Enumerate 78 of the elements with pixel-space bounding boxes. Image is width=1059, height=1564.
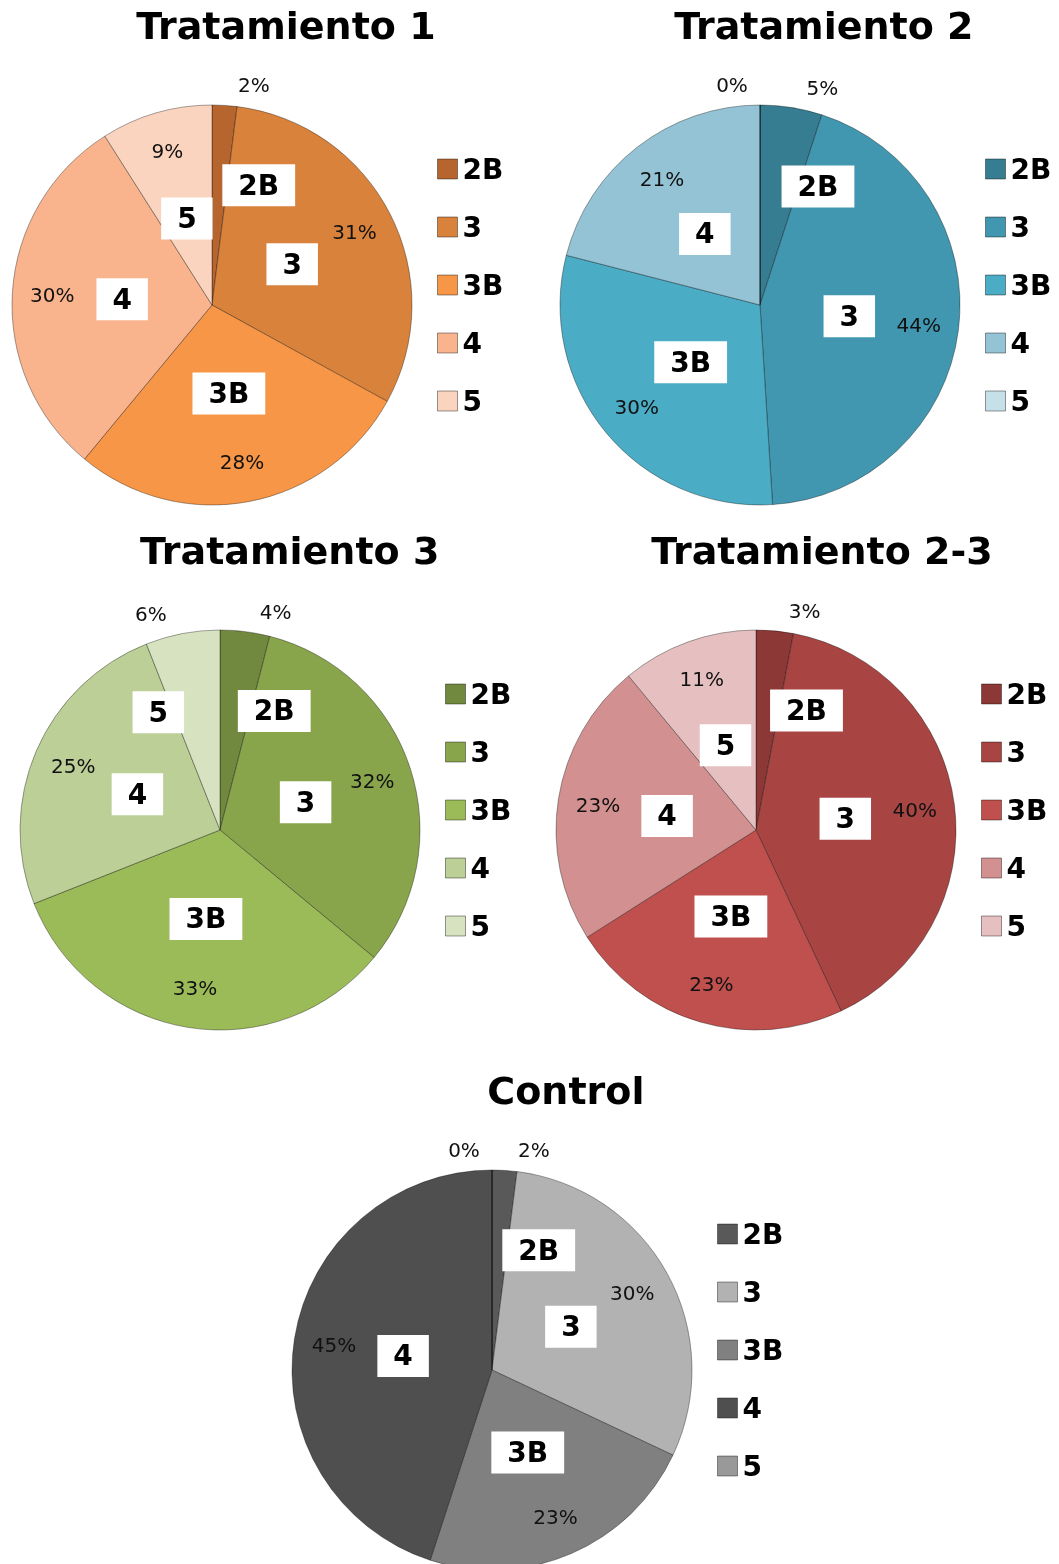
legend-label: 4 (742, 1391, 762, 1425)
data-label: 3% (788, 598, 821, 623)
category-label: 2B (238, 168, 280, 202)
slice-label: 3B (185, 902, 227, 936)
data-label: 30% (30, 282, 75, 307)
legend-label: 5 (462, 384, 482, 418)
legend-label: 5 (742, 1449, 762, 1483)
legend-label: 2B (470, 677, 512, 711)
slice-label: 4 (112, 282, 132, 316)
data-label: 11% (679, 667, 725, 692)
legend-label: 3B (1006, 793, 1048, 827)
data-label: 33% (172, 976, 218, 1001)
data-label: 32% (349, 768, 395, 793)
slice-label: 3 (561, 1310, 581, 1344)
legend-label: 5 (470, 909, 490, 943)
data-label: 40% (892, 797, 937, 822)
legend-label: 3 (1010, 210, 1030, 244)
legend-label: 2B (462, 152, 504, 186)
slice-label: 3B (670, 345, 712, 379)
data-label: 30% (609, 1280, 655, 1305)
data-label: 30% (614, 394, 659, 419)
category-label: 2B (253, 694, 295, 728)
data-label: 23% (575, 792, 621, 817)
legend-label: 3 (1006, 735, 1026, 769)
legend-label: 2B (742, 1217, 784, 1251)
legend-label: 2B (1006, 677, 1048, 711)
legend-label: 3 (462, 210, 482, 244)
data-label: 25% (50, 754, 96, 779)
slice-label: 4 (657, 799, 677, 833)
chart-title: Tratamiento 2-3 (651, 529, 993, 573)
slice-label: 3 (839, 299, 860, 333)
slice-label: 3B (710, 899, 752, 933)
slice-label: 3 (835, 802, 856, 836)
legend-label: 3 (742, 1275, 762, 1309)
data-label: 23% (533, 1504, 578, 1529)
data-label: 4% (259, 599, 292, 624)
legend-label: 2B (1010, 152, 1052, 186)
category-label: 2B (797, 169, 839, 203)
slice-label: 4 (695, 217, 715, 251)
legend-label: 4 (470, 851, 490, 885)
legend-label: 5 (1010, 384, 1030, 418)
data-label: 21% (639, 166, 685, 191)
category-label: 5 (148, 695, 169, 729)
chart-title: Control (487, 1069, 645, 1113)
legend-label: 4 (1006, 851, 1026, 885)
slice-label: 3 (282, 247, 302, 281)
legend-label: 5 (1006, 909, 1026, 943)
data-label: 44% (896, 313, 941, 338)
category-label: 2B (786, 694, 827, 728)
data-label: 2% (517, 1138, 550, 1163)
legend-label: 4 (462, 326, 482, 360)
data-label: 31% (332, 220, 377, 245)
text: 0% (448, 1138, 480, 1162)
data-label: 28% (219, 450, 265, 475)
data-label: 5% (806, 75, 839, 100)
legend-label: 4 (1010, 326, 1030, 360)
chart-title: Tratamiento 1 (136, 4, 436, 48)
text: 0% (716, 73, 748, 97)
legend-label: 3B (462, 268, 504, 302)
slice-label: 5 (715, 728, 736, 762)
data-label: 45% (311, 1332, 357, 1357)
slice-label: 4 (127, 777, 148, 811)
legend-label: 3B (742, 1333, 784, 1367)
data-label: 23% (689, 971, 734, 996)
legend-label: 3B (1010, 268, 1052, 302)
slice-label: 4 (393, 1339, 413, 1373)
data-label: 2% (237, 73, 270, 98)
slice-label: 3B (507, 1436, 549, 1470)
data-label: 6% (134, 601, 167, 626)
legend-label: 3B (470, 793, 512, 827)
legend-label: 3 (470, 735, 490, 769)
chart-title: Tratamiento 3 (140, 529, 440, 573)
chart-title: Tratamiento 2 (674, 4, 974, 48)
data-label: 9% (151, 139, 184, 164)
slice-label: 5 (177, 202, 197, 236)
slice-label: 3B (208, 376, 250, 410)
category-label: 2B (518, 1233, 560, 1267)
slice-label: 3 (295, 785, 316, 819)
